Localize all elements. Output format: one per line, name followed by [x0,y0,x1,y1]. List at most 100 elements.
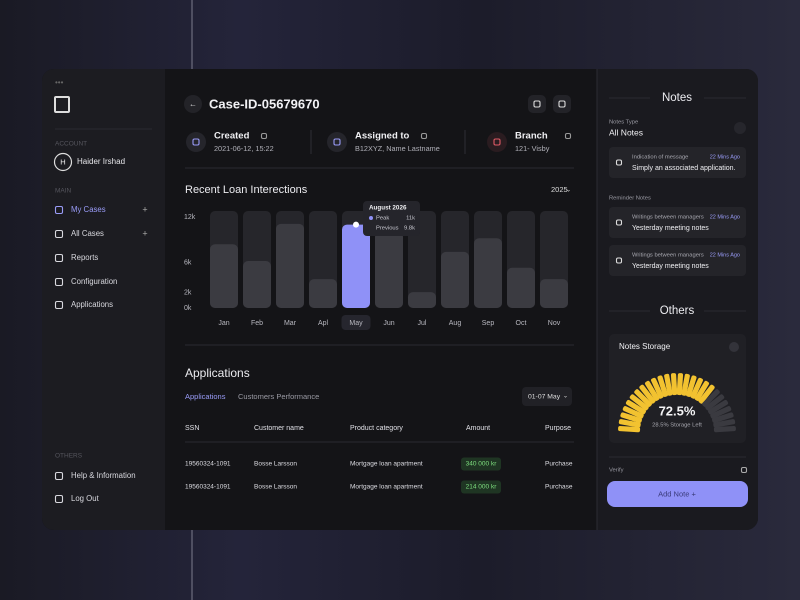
gauge-segment [629,394,649,411]
amount-pill [461,457,501,471]
section-title: Applications [185,366,250,380]
info-value: 121- Visby [515,144,550,153]
icon[interactable] [564,132,572,140]
icon[interactable] [740,466,748,474]
icon[interactable] [54,205,64,215]
gauge-segment [705,394,725,411]
table-cell: 340 000 kr [466,461,498,468]
gauge-segment [618,425,641,433]
icon[interactable] [54,300,64,310]
gauge-segment [618,419,641,428]
icon[interactable] [420,132,428,140]
field-label: Notes Type [609,120,638,126]
gauge-segment [676,373,684,396]
nav-item[interactable]: Help & Information [71,471,136,480]
bar [243,260,271,308]
icon[interactable] [260,132,268,140]
nav-item[interactable]: Log Out [71,494,100,503]
note-subtitle: Indication of message [632,155,688,161]
x-tick-label: May [349,320,363,327]
info-icon [327,132,347,152]
gauge-segment [698,384,715,404]
gauge-segment [625,399,646,415]
y-tick-label: 2k [184,290,192,297]
icon[interactable] [54,277,64,287]
x-tick-label: Mar [284,320,297,327]
field-value: All Notes [609,127,643,137]
selected-month [341,315,371,330]
gauge-segment [620,412,642,423]
icon[interactable] [54,253,64,263]
icon[interactable] [54,471,64,481]
gauge-segment [664,373,673,396]
notes-panel [597,69,758,530]
note-card[interactable] [609,147,746,178]
x-tick-label: Aug [449,320,462,327]
case-title: Case-ID-05679670 [209,96,320,111]
icon [615,159,623,166]
back-button[interactable] [184,95,202,113]
gauge-segment [686,375,697,397]
gauge-segment [694,380,710,401]
icon [333,138,341,146]
year-filter[interactable]: 2025 [551,185,568,194]
date-filter[interactable] [522,387,572,406]
table-header: SSN [185,425,199,432]
bar [441,251,469,308]
header-button[interactable] [528,95,546,113]
note-card[interactable] [609,207,746,238]
table-cell: Purchase [545,461,573,468]
header-button[interactable] [553,95,571,113]
nav-item[interactable]: Applications [71,300,113,309]
icon[interactable] [54,494,64,504]
icon [192,138,200,146]
nav-item[interactable]: Configuration [71,277,117,286]
icon [615,257,623,264]
tooltip-name: Peak [376,216,389,222]
table-header: Customer name [254,425,304,432]
table-header: Purpose [545,425,571,432]
tooltip-title: August 2026 [369,205,407,212]
bar [210,244,238,308]
nav-add[interactable]: + [142,204,147,214]
x-tick-label: Apl [318,320,329,327]
info-label: Assigned to [355,131,410,142]
x-tick-label: Jun [383,320,394,327]
nav-item[interactable]: All Cases [71,229,104,238]
avatar [53,152,73,172]
note-card[interactable] [609,245,746,276]
gauge-segment [670,373,678,396]
table-cell: Bosse Larsson [254,484,297,491]
tooltip-value: 9.8k [404,226,415,232]
table-cell: 19560324-1091 [185,461,231,468]
section-label: ACCOUNT [55,141,87,148]
gauge-fill [618,373,715,433]
dropdown-caret: ⌄ [563,394,568,400]
gauge-segment [710,406,732,419]
gauge-segment [634,389,652,407]
legend-dot [369,216,373,220]
gauge-segment [713,419,736,428]
button-label[interactable]: Add Note + [658,489,696,498]
info-value: 2021-06-12, 15:22 [214,144,274,153]
gauge-segment [657,375,668,397]
gauge-segment [681,373,690,396]
y-tick-label: 6k [184,259,192,266]
chart-title: Recent Loan Interections [185,184,308,196]
dropdown-button[interactable] [734,122,746,134]
icon[interactable] [54,229,64,239]
tab[interactable]: Customers Performance [238,392,319,401]
more-button[interactable] [729,342,739,352]
nav-item[interactable]: My Cases [71,205,106,214]
tab[interactable]: Applications [185,392,226,401]
gauge-segment [713,425,736,433]
y-tick-label: 0k [184,305,192,312]
info-icon [487,132,507,152]
panel-title: Notes [662,92,692,104]
add-note-button[interactable] [607,481,748,507]
nav-add[interactable]: + [142,228,147,238]
table-header: Amount [466,425,490,432]
nav-item[interactable]: Reports [71,253,98,262]
